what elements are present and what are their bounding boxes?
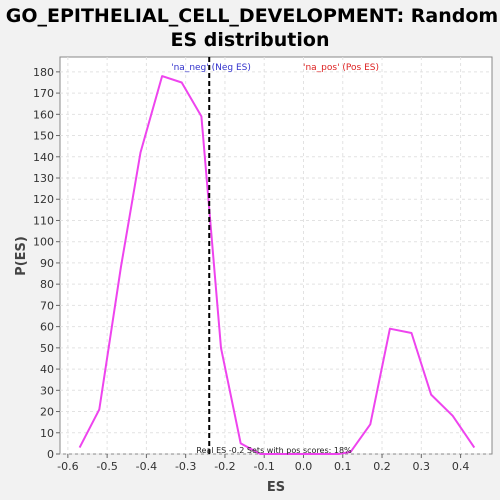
chart-title-line-2: ES distribution xyxy=(171,29,330,51)
x-tick-label: 0.3 xyxy=(413,460,431,473)
y-tick-label: 180 xyxy=(33,66,54,79)
neg-annotation: 'na_neg' (Neg ES) xyxy=(171,63,251,73)
x-tick-label: -0.3 xyxy=(175,460,196,473)
pos-annotation: 'na_pos' (Pos ES) xyxy=(303,63,379,73)
x-tick-label: -0.6 xyxy=(57,460,78,473)
x-tick-label: -0.1 xyxy=(253,460,274,473)
y-tick-label: 160 xyxy=(33,108,54,121)
footer-note: Real ES -0.2 Sets with pos scores: 18% xyxy=(196,446,352,455)
y-axis: 0 10 20 30 40 50 60 70 80 90 100 110 120 130 140 150 160… xyxy=(33,66,60,461)
y-tick-label: 150 xyxy=(33,130,54,143)
x-axis-label: ES xyxy=(267,480,285,495)
plot-area xyxy=(60,57,492,454)
x-tick-label: 0.2 xyxy=(373,460,391,473)
x-tick-label: -0.4 xyxy=(136,460,157,473)
x-tick-label: -0.2 xyxy=(214,460,235,473)
x-axis: -0.6 -0.5 -0.4 -0.3 -0.2 -0.1 0.0 0.1 0.2 0.3 0.4 xyxy=(57,454,469,473)
x-tick-label: 0.1 xyxy=(334,460,352,473)
y-tick-label: 110 xyxy=(33,214,54,227)
x-tick-label: -0.5 xyxy=(96,460,117,473)
y-tick-label: 20 xyxy=(40,406,54,419)
y-tick-label: 10 xyxy=(40,427,54,440)
x-tick-label: 0.4 xyxy=(452,460,470,473)
y-tick-label: 0 xyxy=(47,448,54,461)
y-tick-label: 30 xyxy=(40,384,54,397)
chart-title-line-1: GO_EPITHELIAL_CELL_DEVELOPMENT: Random xyxy=(6,5,498,27)
y-tick-label: 130 xyxy=(33,172,54,185)
y-tick-label: 40 xyxy=(40,363,54,376)
y-tick-label: 90 xyxy=(40,257,54,270)
y-tick-label: 140 xyxy=(33,151,54,164)
y-tick-label: 50 xyxy=(40,342,54,355)
y-tick-label: 120 xyxy=(33,193,54,206)
y-tick-label: 60 xyxy=(40,321,54,334)
y-tick-label: 70 xyxy=(40,299,54,312)
x-tick-label: 0.0 xyxy=(295,460,313,473)
y-tick-label: 100 xyxy=(33,236,54,249)
y-tick-label: 80 xyxy=(40,278,54,291)
y-tick-label: 170 xyxy=(33,87,54,100)
y-axis-label: P(ES) xyxy=(14,236,29,276)
